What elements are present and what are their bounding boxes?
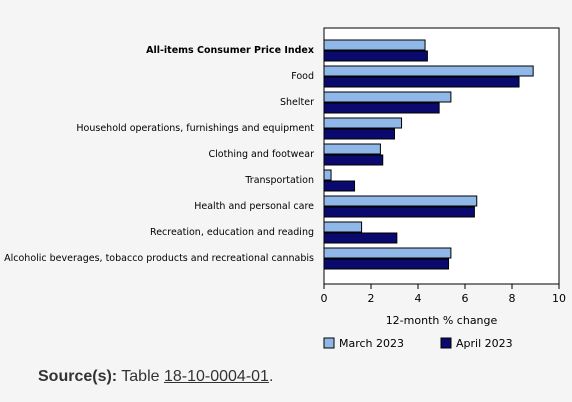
category-label: Shelter [280, 97, 314, 108]
bar-march [323, 169, 332, 181]
bar-march [323, 39, 426, 51]
bar-april [323, 76, 520, 88]
bar-april [323, 258, 450, 270]
bar-april [323, 154, 384, 166]
bar-chart: All-items Consumer Price Index Food Shelte… [4, 27, 566, 350]
x-tick-label: 6 [462, 292, 469, 305]
source-text: Table [121, 368, 160, 385]
x-tick-label: 0 [321, 292, 328, 305]
bar-april [323, 128, 395, 140]
source-label: Source(s): [38, 368, 118, 385]
category-label: Recreation, education and reading [150, 227, 314, 238]
bar-march [323, 143, 381, 155]
source-table-link[interactable]: 18-10-0004-01 [163, 368, 269, 385]
category-label: Alcoholic beverages, tobacco products an… [4, 253, 314, 264]
bar-april [323, 180, 356, 192]
bar-april [323, 206, 475, 218]
bar-march [323, 65, 534, 77]
category-label: Transportation [244, 175, 314, 186]
x-tick-label: 8 [509, 292, 516, 305]
bar-april [323, 102, 440, 114]
x-axis-label: 12-month % change [386, 314, 498, 327]
category-label: Food [291, 71, 314, 82]
category-label: Clothing and footwear [209, 149, 315, 160]
bar-april [323, 232, 398, 244]
bar-march [323, 117, 403, 129]
source-note: Source(s): Table 18-10-0004-01. [38, 368, 273, 386]
bar-march [323, 91, 452, 103]
category-label: Household operations, furnishings and eq… [76, 123, 314, 134]
category-label: All-items Consumer Price Index [146, 45, 314, 56]
legend-swatch [323, 337, 335, 349]
x-tick-label: 10 [552, 292, 566, 305]
bar-april [323, 50, 428, 62]
bar-march [323, 195, 478, 207]
legend-label: March 2023 [339, 337, 404, 350]
legend-swatch [440, 337, 452, 349]
source-end: . [268, 368, 274, 385]
category-label: Health and personal care [194, 201, 314, 212]
x-tick-label: 2 [368, 292, 375, 305]
bar-march [323, 247, 452, 259]
bar-march [323, 221, 363, 233]
legend-label: April 2023 [456, 337, 513, 350]
x-tick-label: 4 [415, 292, 422, 305]
